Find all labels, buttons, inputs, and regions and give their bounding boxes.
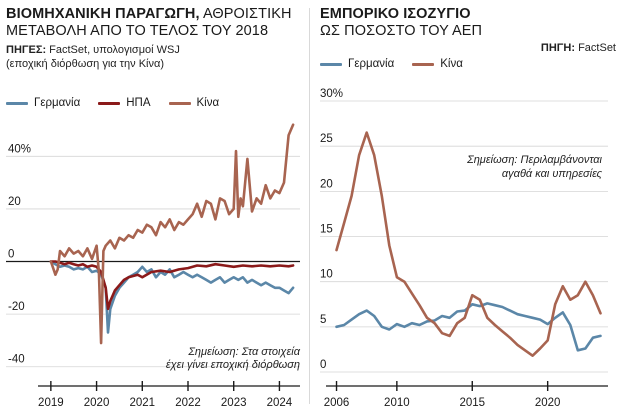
left-note-line2: έχει γίνει εποχική διόρθωση (166, 359, 300, 371)
left-source: ΠΗΓΕΣ: FactSet, υπολογισμοί WSJ (εποχική… (6, 44, 180, 71)
right-y-tick-label: 10 (320, 269, 333, 281)
right-y-tick-label: 5 (320, 314, 326, 326)
right-chart-title: ΕΜΠΟΡΙΚΟ ΙΣΟΖΥΓΙΟ ΩΣ ΠΟΣΟΣΤΟ ΤΟΥ ΑΕΠ (320, 6, 482, 40)
right-x-tick-label: 2015 (459, 397, 485, 409)
right-legend-item-germany: Γερμανία (320, 58, 394, 70)
right-x-tick-label: 2020 (535, 397, 561, 409)
left-series-line-Κίνα (49, 123, 295, 345)
legend-label-china: Κίνα (196, 97, 220, 109)
left-y-tick-label: -40 (8, 354, 25, 366)
trade-balance-chart: 0 5 10 15 20 25 30% 2006 2010 2015 2020 Σημείωση: … (320, 88, 608, 409)
panel-divider (309, 8, 310, 404)
right-note-line2: αγαθά και υπηρεσίες (502, 168, 603, 180)
right-legend: Γερμανία Κίνα (320, 58, 481, 70)
right-y-tick-label: 15 (320, 224, 333, 236)
right-title-line1: ΕΜΠΟΡΙΚΟ ΙΣΟΖΥΓΙΟ (320, 6, 471, 22)
legend-swatch-usa (98, 101, 121, 105)
left-y-tick-label: 40% (8, 143, 31, 155)
right-note-line1: Σημείωση: Περιλαμβάνονται (466, 154, 602, 166)
right-y-tick-label: 25 (320, 133, 333, 145)
left-x-tick-label: 2022 (175, 397, 201, 409)
trade-balance-panel: ΕΜΠΟΡΙΚΟ ΙΣΟΖΥΓΙΟ ΩΣ ΠΟΣΟΣΤΟ ΤΟΥ ΑΕΠ ΠΗΓ… (312, 0, 624, 411)
right-legend-item-china: Κίνα (412, 58, 463, 70)
right-x-tick-label: 2006 (324, 397, 350, 409)
left-x-tick-label: 2020 (84, 397, 110, 409)
legend-item-china: Κίνα (168, 97, 220, 109)
legend-item-germany: Γερμανία (6, 97, 80, 109)
left-title-line2: ΜΕΤΑΒΟΛΗ ΑΠΟ ΤΟ ΤΕΛΟΣ ΤΟΥ 2018 (6, 23, 269, 39)
left-source-label: ΠΗΓΕΣ: (6, 44, 47, 56)
left-title-rest: ΑΘΡΟΙΣΤΙΚΗ (199, 6, 292, 22)
legend-label-usa: ΗΠΑ (126, 97, 151, 109)
right-source-label: ΠΗΓΗ: (540, 42, 576, 54)
left-series-line-Γερμανία (49, 260, 295, 334)
legend-label-germany: Γερμανία (34, 97, 81, 109)
right-source: ΠΗΓΗ: FactSet (541, 42, 616, 56)
right-y-tick-label: 30% (320, 88, 343, 100)
left-y-tick-label: -20 (8, 301, 25, 313)
right-legend-swatch-china (412, 62, 435, 66)
legend-swatch-germany (6, 101, 28, 105)
left-source-line2: (εποχική διόρθωση για την Κίνα) (6, 57, 165, 70)
right-y-tick-label: 0 (320, 359, 326, 371)
industrial-production-chart: 40% 20 0 -20 -40 2019 2020 2021 2022 2023 2024 Σημ… (6, 123, 301, 409)
legend-item-usa: ΗΠΑ (98, 97, 151, 109)
left-x-tick-label: 2019 (38, 397, 64, 409)
left-y-tick-label: 20 (8, 196, 21, 208)
right-legend-swatch-germany (320, 62, 342, 66)
industrial-production-panel: ΒΙΟΜΗΧΑΝΙΚΗ ΠΑΡΑΓΩΓΗ, ΑΘΡΟΙΣΤΙΚΗ ΜΕΤΑΒΟΛ… (0, 0, 308, 411)
left-x-tick-label: 2021 (129, 397, 155, 409)
left-x-tick-label: 2024 (267, 397, 293, 409)
right-series-line-Κίνα (335, 131, 602, 358)
right-source-text: FactSet (575, 42, 616, 54)
right-x-tick-label: 2010 (384, 397, 410, 409)
left-note-line1: Σημείωση: Στα στοιχεία (187, 346, 300, 358)
legend-swatch-china (168, 101, 191, 105)
left-series-line-ΗΠΑ (49, 260, 295, 311)
left-chart-title: ΒΙΟΜΗΧΑΝΙΚΗ ΠΑΡΑΓΩΓΗ, ΑΘΡΟΙΣΤΙΚΗ ΜΕΤΑΒΟΛ… (6, 6, 292, 40)
left-legend: Γερμανία ΗΠΑ Κίνα (6, 97, 237, 109)
left-x-tick-label: 2023 (221, 397, 247, 409)
right-title-line2: ΩΣ ΠΟΣΟΣΤΟ ΤΟΥ ΑΕΠ (320, 23, 483, 39)
right-y-tick-label: 20 (320, 178, 333, 190)
left-title-bold: ΒΙΟΜΗΧΑΝΙΚΗ ΠΑΡΑΓΩΓΗ, (6, 6, 200, 22)
right-legend-label-china: Κίνα (440, 58, 463, 70)
left-y-tick-label: 0 (8, 249, 14, 261)
left-source-text: FactSet, υπολογισμοί WSJ (46, 44, 180, 56)
right-legend-label-germany: Γερμανία (348, 58, 395, 70)
